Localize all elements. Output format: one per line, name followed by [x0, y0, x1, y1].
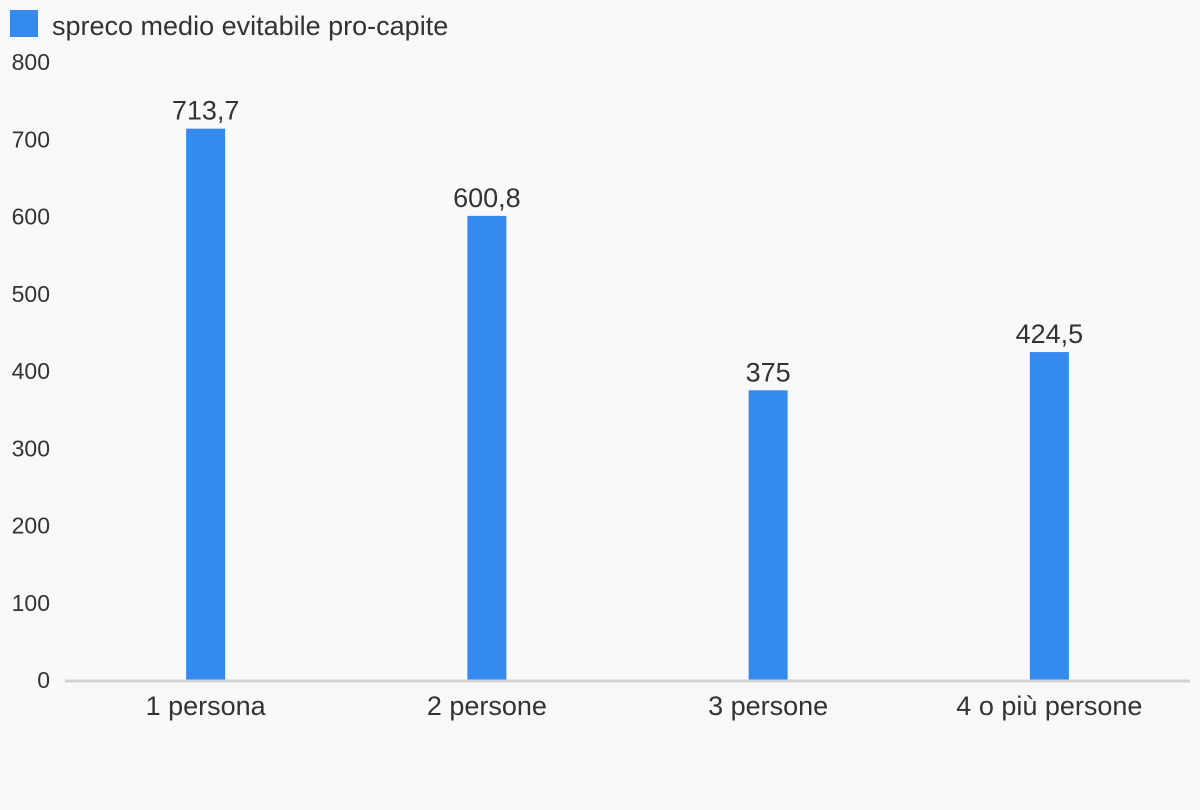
bar	[186, 128, 226, 680]
y-tick-label: 500	[12, 281, 50, 307]
y-axis: 0 100 200 300 400 500 600 700 800	[12, 49, 50, 693]
x-tick-label: 3 persone	[708, 691, 828, 721]
bars	[186, 128, 1069, 680]
x-tick-label: 4 o più persone	[956, 691, 1142, 721]
legend-label: spreco medio evitabile pro-capite	[52, 11, 448, 41]
bar	[467, 215, 507, 680]
data-label: 424,5	[1016, 319, 1084, 349]
legend-swatch	[10, 10, 38, 37]
bar	[748, 390, 788, 680]
bar	[1029, 352, 1069, 680]
x-axis: 1 persona 2 persone 3 persone 4 o più perso…	[65, 679, 1190, 721]
data-labels: 713,7 600,8 375 424,5	[172, 96, 1083, 388]
legend: spreco medio evitabile pro-capite	[10, 10, 448, 41]
y-tick-label: 100	[12, 590, 50, 616]
data-label: 600,8	[453, 183, 521, 213]
x-tick-label: 2 persone	[427, 691, 547, 721]
y-tick-label: 0	[37, 667, 50, 693]
x-tick-label: 1 persona	[146, 691, 267, 721]
y-tick-label: 400	[12, 358, 50, 384]
y-tick-label: 300	[12, 435, 50, 461]
y-tick-label: 700	[12, 126, 50, 152]
y-tick-label: 800	[12, 49, 50, 75]
y-tick-label: 200	[12, 513, 50, 539]
data-label: 713,7	[172, 96, 240, 126]
data-label: 375	[746, 357, 791, 387]
y-tick-label: 600	[12, 204, 50, 230]
